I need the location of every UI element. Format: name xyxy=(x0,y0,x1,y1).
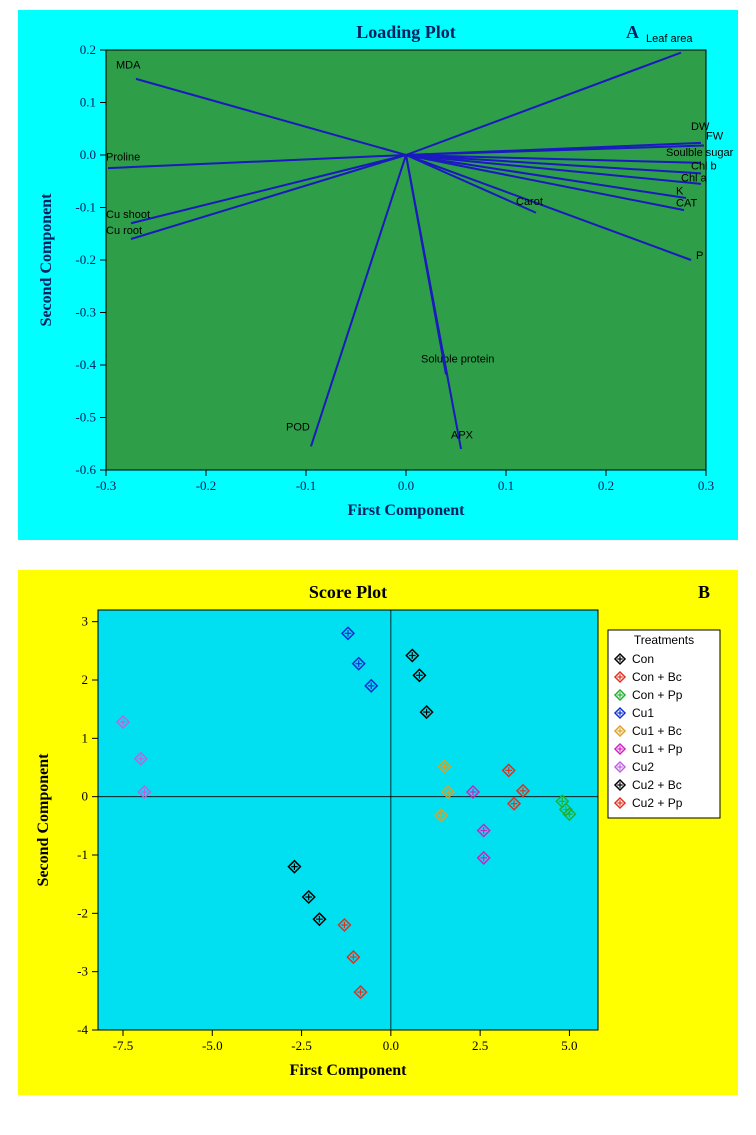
loading-label: DW xyxy=(691,121,710,133)
svg-text:0.0: 0.0 xyxy=(383,1038,399,1053)
loading-label: Leaf area xyxy=(646,33,693,45)
loading-label: Cu shoot xyxy=(106,209,150,221)
y-axis-label: Second Component xyxy=(35,753,52,887)
loading-label: Soluble protein xyxy=(421,353,494,365)
loading-label: K xyxy=(676,185,684,197)
svg-text:-0.2: -0.2 xyxy=(75,252,96,267)
svg-text:-0.1: -0.1 xyxy=(296,478,317,493)
svg-text:0.1: 0.1 xyxy=(498,478,514,493)
svg-text:1: 1 xyxy=(82,730,89,745)
svg-text:-0.5: -0.5 xyxy=(75,410,96,425)
svg-text:0.0: 0.0 xyxy=(398,478,414,493)
svg-text:-0.6: -0.6 xyxy=(75,462,96,477)
loading-label: APX xyxy=(451,430,474,442)
svg-text:-2: -2 xyxy=(77,905,88,920)
legend-item-label: Cu1 + Pp xyxy=(632,742,683,756)
chart-title: Loading Plot xyxy=(356,22,456,42)
svg-text:5.0: 5.0 xyxy=(561,1038,577,1053)
loading-label: MDA xyxy=(116,59,141,71)
legend-item-label: Cu2 + Pp xyxy=(632,796,683,810)
loading-label: Cu root xyxy=(106,225,142,237)
legend-item-label: Cu1 xyxy=(632,706,654,720)
panel-a: Loading Plot A -0.3 -0.2 -0.1 0.0 0.1 0.2 0.3 -0.… xyxy=(18,10,738,540)
svg-text:-7.5: -7.5 xyxy=(113,1038,134,1053)
svg-text:0.1: 0.1 xyxy=(80,95,96,110)
svg-text:-4: -4 xyxy=(77,1022,88,1037)
svg-text:-0.2: -0.2 xyxy=(196,478,217,493)
legend-item-label: Con + Pp xyxy=(632,688,683,702)
svg-text:-0.4: -0.4 xyxy=(75,357,96,372)
panel-letter: A xyxy=(626,22,639,42)
legend-item-label: Con xyxy=(632,652,654,666)
loading-label: Proline xyxy=(106,151,140,163)
loading-label: Chl b xyxy=(691,161,717,173)
svg-text:0.2: 0.2 xyxy=(598,478,614,493)
panel-b: Score Plot B -7.5 -5.0 -2.5 0.0 2.5 5.0 -4 -3 -2 -1… xyxy=(18,570,738,1095)
svg-text:-1: -1 xyxy=(77,847,88,862)
svg-text:0.0: 0.0 xyxy=(80,147,96,162)
svg-text:0: 0 xyxy=(82,789,89,804)
svg-text:-2.5: -2.5 xyxy=(291,1038,312,1053)
svg-text:-0.3: -0.3 xyxy=(75,305,96,320)
svg-text:-3: -3 xyxy=(77,964,88,979)
legend-item-label: Cu2 + Bc xyxy=(632,778,682,792)
loading-label: P xyxy=(696,250,703,262)
legend-title: Treatments xyxy=(634,633,694,647)
svg-text:2.5: 2.5 xyxy=(472,1038,488,1053)
loading-plot-svg: Loading Plot A -0.3 -0.2 -0.1 0.0 0.1 0.2 0.3 -0.… xyxy=(18,10,738,540)
svg-text:2: 2 xyxy=(82,672,89,687)
svg-text:-0.3: -0.3 xyxy=(96,478,117,493)
svg-text:-5.0: -5.0 xyxy=(202,1038,223,1053)
y-axis-label: Second Component xyxy=(38,193,55,327)
panel-letter: B xyxy=(698,582,710,602)
legend-item-label: Cu1 + Bc xyxy=(632,724,682,738)
loading-label: Chl a xyxy=(681,172,708,184)
x-axis-label: First Component xyxy=(290,1062,408,1079)
svg-text:0.2: 0.2 xyxy=(80,42,96,57)
loading-label: CAT xyxy=(676,197,697,209)
svg-text:-0.1: -0.1 xyxy=(75,200,96,215)
loading-label: POD xyxy=(286,422,310,434)
chart-title: Score Plot xyxy=(309,582,387,602)
legend-item-label: Con + Bc xyxy=(632,670,682,684)
svg-text:3: 3 xyxy=(82,614,89,629)
svg-text:0.3: 0.3 xyxy=(698,478,714,493)
loading-label: Carot xyxy=(516,196,543,208)
loading-label: Soulble sugar xyxy=(666,147,734,159)
score-plot-svg: Score Plot B -7.5 -5.0 -2.5 0.0 2.5 5.0 -4 -3 -2 -1… xyxy=(18,570,738,1095)
x-axis-label: First Component xyxy=(348,502,466,519)
legend-item-label: Cu2 xyxy=(632,760,654,774)
